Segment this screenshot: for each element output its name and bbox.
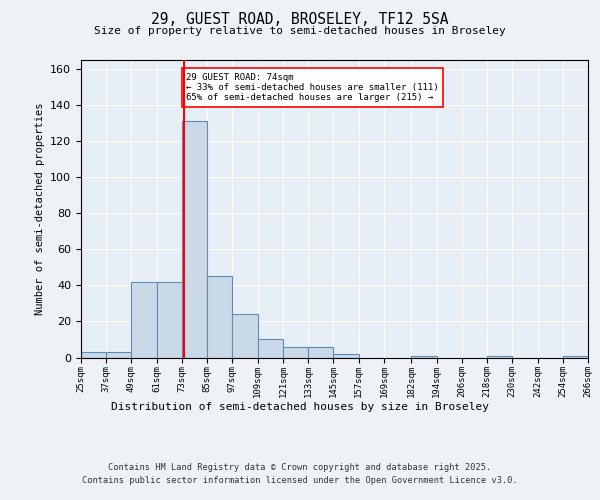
Bar <box>232 314 258 358</box>
Bar <box>411 356 437 358</box>
Bar <box>334 354 359 358</box>
Bar <box>308 346 334 358</box>
Bar <box>487 356 512 358</box>
Bar <box>81 352 106 358</box>
Bar <box>207 276 232 357</box>
Bar <box>157 282 182 358</box>
Bar <box>563 356 588 358</box>
Y-axis label: Number of semi-detached properties: Number of semi-detached properties <box>35 102 44 315</box>
Text: Size of property relative to semi-detached houses in Broseley: Size of property relative to semi-detach… <box>94 26 506 36</box>
Text: 29 GUEST ROAD: 74sqm
← 33% of semi-detached houses are smaller (111)
65% of semi: 29 GUEST ROAD: 74sqm ← 33% of semi-detac… <box>186 72 439 102</box>
Bar <box>131 282 157 358</box>
Bar <box>182 122 207 358</box>
Text: 29, GUEST ROAD, BROSELEY, TF12 5SA: 29, GUEST ROAD, BROSELEY, TF12 5SA <box>151 12 449 28</box>
Text: Contains HM Land Registry data © Crown copyright and database right 2025.: Contains HM Land Registry data © Crown c… <box>109 462 491 471</box>
Bar <box>258 340 283 357</box>
Text: Distribution of semi-detached houses by size in Broseley: Distribution of semi-detached houses by … <box>111 402 489 412</box>
Bar <box>106 352 131 358</box>
Text: Contains public sector information licensed under the Open Government Licence v3: Contains public sector information licen… <box>82 476 518 485</box>
Bar <box>283 346 308 358</box>
